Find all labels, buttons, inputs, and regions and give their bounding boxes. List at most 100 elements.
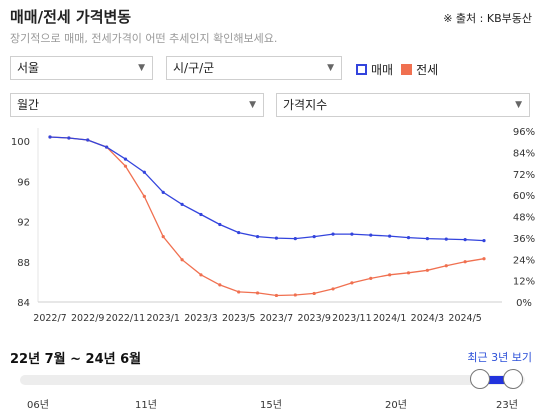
page-subtitle: 장기적으로 매매, 전세가격이 어떤 추세인지 확인해보세요. [10, 32, 278, 45]
data-point[interactable] [199, 212, 203, 217]
x-tick-label: 2024/1 [373, 313, 406, 324]
data-point[interactable] [218, 222, 222, 227]
chevron-down-icon: ▼ [249, 100, 256, 110]
data-point[interactable] [482, 257, 486, 261]
x-tick-label: 2023/5 [222, 313, 255, 324]
left-tick-label: 88 [17, 258, 30, 269]
right-tick-label: 48% [513, 213, 535, 224]
data-point[interactable] [67, 136, 71, 140]
data-point[interactable] [180, 258, 184, 262]
x-tick-label: 2023/9 [297, 313, 330, 324]
source-label: ※ 출처 : KB부동산 [443, 12, 532, 25]
data-point[interactable] [86, 138, 90, 142]
range-slider-end-handle[interactable] [503, 369, 523, 389]
slider-year-label: 20년 [385, 400, 407, 411]
data-point[interactable] [388, 234, 392, 238]
right-tick-label: 0% [516, 298, 532, 309]
chevron-down-icon: ▼ [327, 63, 334, 73]
data-point[interactable] [199, 273, 203, 277]
data-point[interactable] [161, 190, 165, 194]
range-slider-track[interactable] [20, 375, 525, 385]
data-point[interactable] [463, 260, 467, 264]
chevron-down-icon: ▼ [515, 100, 522, 110]
data-point[interactable] [123, 157, 128, 161]
data-point[interactable] [369, 233, 373, 237]
data-point[interactable] [425, 268, 429, 272]
data-point[interactable] [482, 239, 486, 243]
data-point[interactable] [463, 238, 467, 242]
left-tick-label: 96 [17, 177, 30, 188]
district-select[interactable]: 시/구/군 ▼ [166, 56, 342, 80]
x-tick-label: 2023/7 [260, 313, 293, 324]
data-point[interactable] [142, 170, 146, 174]
data-point[interactable] [48, 135, 52, 139]
series-line-매매 [49, 136, 485, 242]
data-point[interactable] [274, 293, 279, 298]
left-tick-label: 100 [11, 137, 30, 148]
selected-period: 22년 7월 ~ 24년 6월 [10, 352, 142, 367]
page-title: 매매/전세 가격변동 [10, 8, 132, 26]
data-point[interactable] [237, 290, 241, 294]
data-point[interactable] [123, 164, 128, 168]
right-tick-label: 72% [513, 170, 535, 181]
data-point[interactable] [218, 283, 222, 287]
data-point[interactable] [180, 202, 184, 207]
right-tick-label: 84% [513, 148, 535, 159]
data-point[interactable] [312, 235, 316, 239]
data-point[interactable] [161, 235, 165, 239]
slider-year-label: 15년 [260, 400, 282, 411]
data-point[interactable] [350, 281, 354, 285]
jeonse-legend-swatch[interactable] [401, 64, 413, 75]
metric-select-value: 가격지수 [283, 98, 328, 112]
data-point[interactable] [388, 273, 392, 277]
price-chart: 100 96 92 88 84 96% 84% 72% 60% 48% 36% 24% 12% 0% 2… [11, 127, 535, 324]
data-point[interactable] [255, 291, 260, 295]
district-select-value: 시/구/군 [173, 61, 215, 75]
metric-select[interactable]: 가격지수 ▼ [276, 93, 530, 117]
data-point[interactable] [444, 264, 448, 268]
region-select[interactable]: 서울 ▼ [10, 56, 153, 80]
period-unit-select[interactable]: 월간 ▼ [10, 93, 264, 117]
data-point[interactable] [105, 145, 109, 149]
right-tick-label: 96% [513, 127, 535, 138]
data-point[interactable] [425, 237, 429, 241]
slider-year-label: 23년 [496, 400, 518, 411]
chart-legend: 매매 전세 [356, 61, 446, 78]
right-tick-label: 36% [513, 234, 535, 245]
x-tick-label: 2022/11 [106, 313, 145, 324]
jeonse-legend-label[interactable]: 전세 [416, 63, 439, 77]
x-tick-label: 2023/11 [332, 313, 371, 324]
recent-3-years-button[interactable]: 최근 3년 보기 [467, 351, 532, 364]
data-point[interactable] [142, 194, 146, 198]
series-line-전세 [49, 136, 485, 297]
period-unit-value: 월간 [17, 98, 40, 112]
data-point[interactable] [350, 232, 354, 236]
chevron-down-icon: ▼ [138, 63, 145, 73]
x-tick-label: 2023/3 [184, 313, 217, 324]
right-tick-label: 60% [513, 191, 535, 202]
data-point[interactable] [331, 287, 335, 291]
data-point[interactable] [293, 237, 297, 241]
data-point[interactable] [312, 291, 316, 296]
range-slider-selection [480, 376, 513, 384]
data-point[interactable] [331, 232, 335, 236]
right-tick-label: 12% [513, 277, 535, 288]
sale-legend-label[interactable]: 매매 [371, 63, 394, 77]
sale-legend-swatch[interactable] [356, 64, 367, 75]
x-tick-label: 2022/7 [33, 313, 66, 324]
data-point[interactable] [255, 235, 260, 239]
data-point[interactable] [274, 236, 279, 240]
slider-year-label: 06년 [27, 400, 49, 411]
data-point[interactable] [293, 293, 297, 297]
x-tick-label: 2024/5 [448, 313, 481, 324]
right-tick-label: 24% [513, 255, 535, 266]
data-point[interactable] [369, 276, 373, 280]
x-tick-label: 2024/3 [411, 313, 444, 324]
data-point[interactable] [444, 237, 448, 241]
data-point[interactable] [237, 230, 241, 235]
range-slider-start-handle[interactable] [470, 369, 490, 389]
left-tick-label: 92 [17, 218, 30, 229]
region-select-value: 서울 [17, 61, 40, 75]
data-point[interactable] [406, 271, 411, 275]
data-point[interactable] [406, 236, 411, 240]
